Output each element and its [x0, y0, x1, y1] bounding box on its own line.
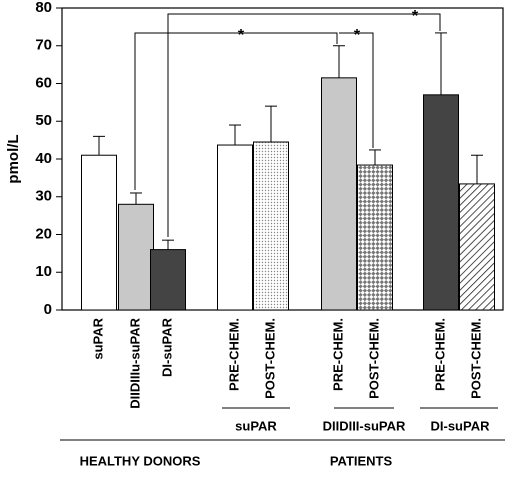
group-label: DIIDIII-suPAR: [323, 418, 406, 433]
y-tick-label: 60: [35, 74, 52, 91]
super-group-label: HEALTHY DONORS: [80, 453, 201, 468]
bracket: [167, 13, 441, 237]
x-tick-label: POST-CHEM.: [468, 318, 483, 399]
y-tick-label: 80: [35, 0, 52, 16]
y-tick-label: 20: [35, 225, 52, 242]
x-tick-label: DI-suPAR: [159, 317, 174, 377]
bar: [423, 94, 459, 311]
y-tick-label: 30: [35, 188, 52, 205]
x-tick-label: PRE-CHEM.: [330, 318, 345, 391]
x-tick-label: suPAR: [90, 317, 105, 359]
significance: *: [354, 27, 361, 44]
bar: [357, 164, 393, 311]
group-label: suPAR: [235, 418, 277, 433]
significance: *: [412, 8, 419, 25]
y-tick-label: 10: [35, 263, 52, 280]
brackets: [60, 13, 505, 441]
y-tick-label: 50: [35, 112, 52, 129]
bar: [459, 183, 495, 311]
bar: [321, 77, 357, 311]
bracket: [339, 32, 374, 148]
x-tick-label: PRE-CHEM.: [432, 318, 447, 391]
bar: [118, 203, 154, 311]
bar: [217, 144, 253, 311]
bar: [150, 249, 186, 311]
x-tick-label: POST-CHEM.: [262, 318, 277, 399]
bar: [81, 154, 117, 311]
significance: *: [238, 27, 245, 44]
y-tick-label: 70: [35, 37, 52, 54]
y-axis-label: pmol/L: [5, 134, 22, 183]
x-tick-label: DIIDIIIu-suPAR: [127, 317, 142, 408]
y-tick-label: 40: [35, 150, 52, 167]
group-label: DI-suPAR: [431, 418, 491, 433]
x-tick-label: POST-CHEM.: [366, 318, 381, 399]
x-tick-label: PRE-CHEM.: [226, 318, 241, 391]
super-group-label: PATIENTS: [330, 453, 393, 468]
y-tick-label: 0: [44, 301, 52, 318]
bracket: [134, 32, 338, 190]
bar: [253, 141, 289, 311]
